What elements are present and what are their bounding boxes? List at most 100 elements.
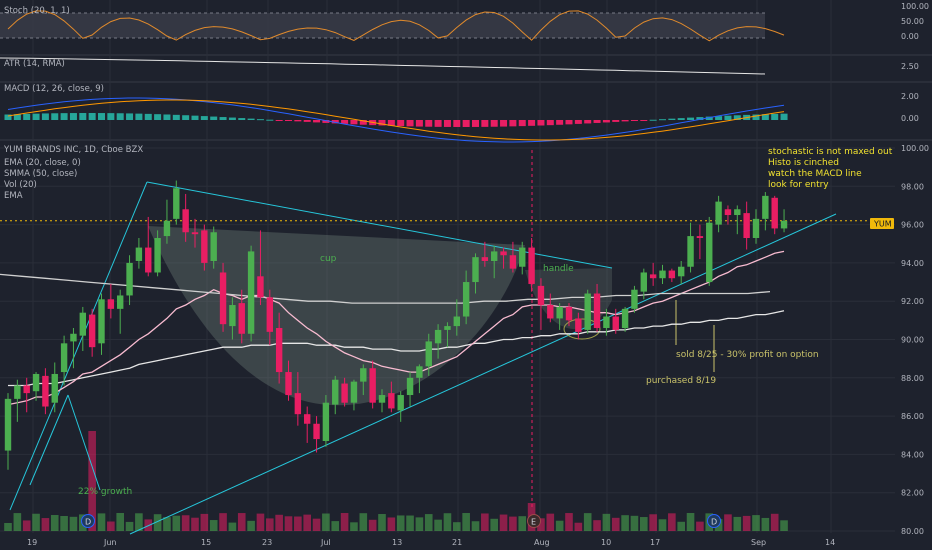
candle-body[interactable] [61,343,67,372]
price-tick-label[interactable]: 82.00 [901,489,924,498]
event-marker-e[interactable]: E [528,515,541,528]
candle-body[interactable] [70,334,76,342]
candle-body[interactable] [211,232,217,261]
candle-body[interactable] [295,393,301,414]
candle-body[interactable] [154,238,160,272]
candle-body[interactable] [351,382,357,403]
candle-body[interactable] [108,299,114,309]
candle-body[interactable] [538,286,544,305]
candle-body[interactable] [491,251,497,261]
candle-body[interactable] [678,267,684,277]
candle-body[interactable] [566,307,572,320]
candle-body[interactable] [14,385,20,398]
price-tick-label[interactable]: 98.00 [901,182,924,191]
event-marker-d2[interactable]: D [708,515,721,528]
candle-body[interactable] [369,368,375,402]
candle-body[interactable] [622,309,628,328]
candle-body[interactable] [482,257,488,261]
macd-tick-label[interactable]: 2.00 [901,92,919,101]
candle-body[interactable] [650,274,656,278]
candle-body[interactable] [743,213,749,238]
candle-body[interactable] [500,251,506,255]
atr-tick-label[interactable]: 2.50 [901,62,919,71]
candle-body[interactable] [313,424,319,439]
candle-body[interactable] [33,374,39,391]
price-tick-label[interactable]: 90.00 [901,336,924,345]
candle-body[interactable] [89,315,95,348]
candle-body[interactable] [585,294,591,330]
candle-body[interactable] [360,368,366,381]
candle-body[interactable] [398,395,404,410]
stoch-label[interactable]: Stoch (20, 1, 1) [4,6,70,16]
candle-body[interactable] [659,271,665,279]
candle-body[interactable] [407,378,413,395]
candle-body[interactable] [341,384,347,403]
candle-body[interactable] [323,403,329,441]
candle-body[interactable] [631,290,637,309]
event-marker-d1[interactable]: D [82,515,95,528]
candle-body[interactable] [126,263,132,296]
macd-label[interactable]: MACD (12, 26, close, 9) [4,84,104,94]
stoch-tick-label[interactable]: 100.00 [901,2,929,11]
candle-body[interactable] [435,330,441,343]
candle-body[interactable] [182,209,188,232]
price-tick-label[interactable]: 84.00 [901,450,924,459]
candle-body[interactable] [117,295,123,308]
time-tick-label[interactable]: 10 [601,538,611,547]
stoch-tick-label[interactable]: 50.00 [901,17,924,26]
candle-body[interactable] [257,276,263,297]
macd-tick-label[interactable]: 0.00 [901,114,919,123]
candle-body[interactable] [52,374,58,403]
price-tick-label[interactable]: 96.00 [901,221,924,230]
candle-body[interactable] [229,305,235,326]
price-tick-label[interactable]: 88.00 [901,374,924,383]
candle-body[interactable] [332,380,338,405]
candle-body[interactable] [42,376,48,407]
candle-body[interactable] [556,307,562,318]
candle-body[interactable] [285,372,291,395]
atr-label[interactable]: ATR (14, RMA) [4,59,65,69]
candle-body[interactable] [24,385,30,393]
time-tick-label[interactable]: 21 [452,538,462,547]
candle-body[interactable] [220,272,226,324]
candle-body[interactable] [304,414,310,424]
candle-body[interactable] [510,255,516,268]
time-tick-label[interactable]: 13 [392,538,402,547]
time-tick-label[interactable]: Sep [751,538,766,547]
candle-body[interactable] [613,317,619,330]
candle-body[interactable] [575,318,581,331]
candle-body[interactable] [715,202,721,225]
candle-body[interactable] [762,196,768,219]
price-tick-label[interactable]: 86.00 [901,412,924,421]
candle-body[interactable] [80,313,86,336]
candle-body[interactable] [669,271,675,279]
candle-body[interactable] [239,303,245,334]
time-tick-label[interactable]: Jun [103,538,117,547]
candle-body[interactable] [547,305,553,318]
candle-body[interactable] [594,294,600,328]
time-tick-label[interactable]: 15 [201,538,211,547]
time-tick-label[interactable]: 23 [262,538,272,547]
candle-body[interactable] [145,248,151,273]
ema20-label[interactable]: EMA (20, close, 0) [4,158,81,168]
price-tick-label[interactable]: 92.00 [901,297,924,306]
candle-body[interactable] [388,393,394,408]
candle-body[interactable] [276,328,282,372]
price-tick-label[interactable]: 100.00 [901,144,929,153]
time-tick-label[interactable]: Jul [320,538,331,547]
stoch-tick-label[interactable]: 0.00 [901,32,919,41]
candle-body[interactable] [201,230,207,263]
symbol-title[interactable]: YUM BRANDS INC, 1D, Cboe BZX [3,145,143,155]
time-tick-label[interactable]: 17 [650,538,660,547]
candle-body[interactable] [444,326,450,330]
candle-body[interactable] [416,366,422,377]
price-tick-label[interactable]: 94.00 [901,259,924,268]
candle-body[interactable] [706,223,712,282]
candle-body[interactable] [781,221,787,229]
candle-body[interactable] [519,248,525,267]
candle-body[interactable] [603,317,609,328]
candle-body[interactable] [267,297,273,331]
candle-body[interactable] [753,219,759,238]
candle-body[interactable] [5,399,11,451]
smma50-label[interactable]: SMMA (50, close) [4,169,77,179]
